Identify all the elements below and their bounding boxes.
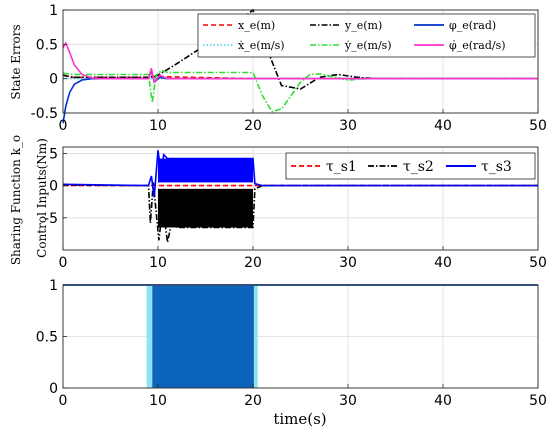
legend-box <box>197 13 536 58</box>
y-tick-label: 1 <box>49 3 58 19</box>
series-line <box>62 150 538 198</box>
series-line <box>62 182 538 243</box>
legend-label: φ̇_e(rad/s) <box>449 39 506 52</box>
oscillation-band <box>158 188 253 228</box>
x-tick-label: 10 <box>149 118 167 134</box>
y-axis-label: Control Inputs(Nm) <box>35 138 49 258</box>
x-tick-label: 0 <box>59 393 68 409</box>
y-tick-label: 0 <box>49 72 58 88</box>
legend-label: φ_e(rad) <box>449 19 496 32</box>
y-axis-label: Sharing Function k_o <box>9 135 23 265</box>
legend-label: x_e(m) <box>238 19 275 32</box>
x-tick-label: 0 <box>59 255 68 271</box>
panel-state-errors: 0 10 20 30 40 50-0.500.51 State Errors x_e(m)… <box>9 3 547 134</box>
x-tick-label: 20 <box>244 118 262 134</box>
oscillation-band <box>152 285 254 388</box>
x-tick-label: 20 <box>244 255 262 271</box>
x-tick-label: 30 <box>339 393 357 409</box>
x-tick-label: 40 <box>434 118 452 134</box>
plot-frame <box>62 146 539 251</box>
legend-label: ẏ_e(m/s) <box>344 39 392 52</box>
x-tick-label: 50 <box>529 393 547 409</box>
x-tick-label: 50 <box>529 118 547 134</box>
x-tick-label: 20 <box>244 393 262 409</box>
legend: x_e(m) ẋ_e(m/s) y_e(m) ẏ_e(m/s) φ_e(rad)… <box>197 13 536 58</box>
legend-label: τ_s3 <box>481 159 512 175</box>
x-tick-label: 30 <box>339 118 357 134</box>
y-tick-label: 0.5 <box>36 37 58 53</box>
legend-label: τ_s2 <box>403 159 434 175</box>
x-tick-label: 50 <box>529 255 547 271</box>
oscillation-band <box>146 285 153 388</box>
series-line <box>62 69 538 113</box>
x-tick-label: 30 <box>339 255 357 271</box>
series-line <box>62 41 538 84</box>
legend-box <box>285 152 536 180</box>
y-tick-label: 0.5 <box>36 330 58 346</box>
y-tick-label: -5 <box>44 211 58 227</box>
legend-label: ẋ_e(m/s) <box>238 39 285 52</box>
y-axis-label: State Errors <box>9 24 23 99</box>
x-tick-label: 10 <box>149 393 167 409</box>
plot-frame <box>62 9 539 114</box>
x-tick-label: 40 <box>434 255 452 271</box>
y-tick-label: -0.5 <box>31 106 58 122</box>
x-axis-label: time(s) <box>273 410 326 428</box>
legend-label: y_e(m) <box>344 19 382 32</box>
oscillation-band <box>253 285 258 388</box>
x-tick-label: 0 <box>59 118 68 134</box>
y-tick-label: 5 <box>49 146 58 162</box>
legend-label: τ_s1 <box>326 159 357 175</box>
y-tick-label: 1 <box>49 278 58 294</box>
panel-control-inputs: 0 10 20 30 40 50 -5 0 5 Control Inputs(Nm) τ_s1 … <box>35 138 547 271</box>
y-tick-label: 0 <box>49 179 58 195</box>
y-tick-label: 0 <box>49 381 58 397</box>
legend: τ_s1 τ_s2 τ_s3 <box>285 152 536 180</box>
x-tick-label: 40 <box>434 393 452 409</box>
x-tick-label: 10 <box>149 255 167 271</box>
oscillation-band <box>158 158 253 183</box>
